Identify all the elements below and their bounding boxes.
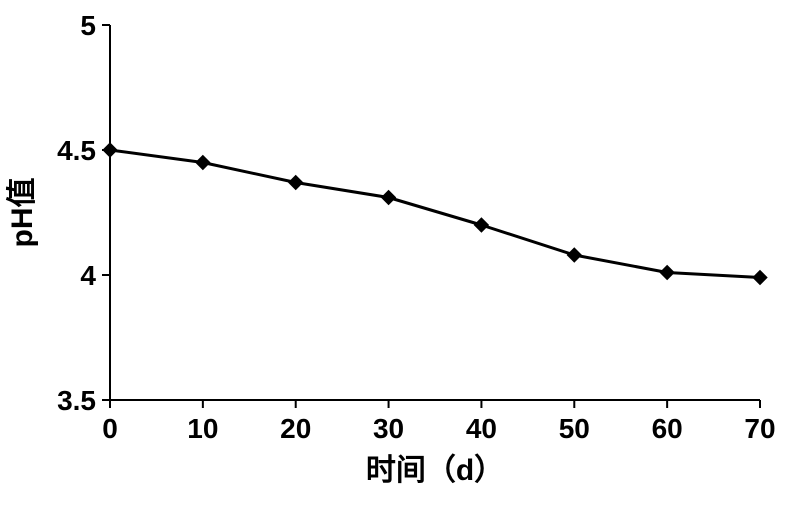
x-axis-label: 时间（d） <box>366 453 504 487</box>
data-marker <box>567 248 581 262</box>
data-marker <box>660 266 674 280</box>
y-tick-label: 5 <box>80 10 96 41</box>
data-marker <box>382 191 396 205</box>
chart-canvas: 0 10 20 30 40 50 60 70 3.5 4 4.5 5 时间（d） pH值 <box>0 0 800 510</box>
data-marker <box>196 156 210 170</box>
x-tick-label: 50 <box>559 413 590 444</box>
x-tick-label: 60 <box>652 413 683 444</box>
y-tick-label: 4.5 <box>57 135 96 166</box>
x-tick-label: 30 <box>373 413 404 444</box>
x-tick-label: 70 <box>744 413 775 444</box>
ph-time-chart: 0 10 20 30 40 50 60 70 3.5 4 4.5 5 时间（d） pH值 <box>0 0 800 510</box>
x-tick-label: 20 <box>280 413 311 444</box>
data-marker <box>474 218 488 232</box>
x-tick-label: 10 <box>187 413 218 444</box>
x-tick-label: 0 <box>102 413 118 444</box>
y-tick-label: 4 <box>80 260 96 291</box>
x-tick-label: 40 <box>466 413 497 444</box>
data-marker <box>289 176 303 190</box>
data-line <box>110 150 760 278</box>
y-axis-label: pH值 <box>6 178 39 248</box>
data-marker <box>753 271 767 285</box>
data-marker <box>103 143 117 157</box>
y-tick-label: 3.5 <box>57 385 96 416</box>
